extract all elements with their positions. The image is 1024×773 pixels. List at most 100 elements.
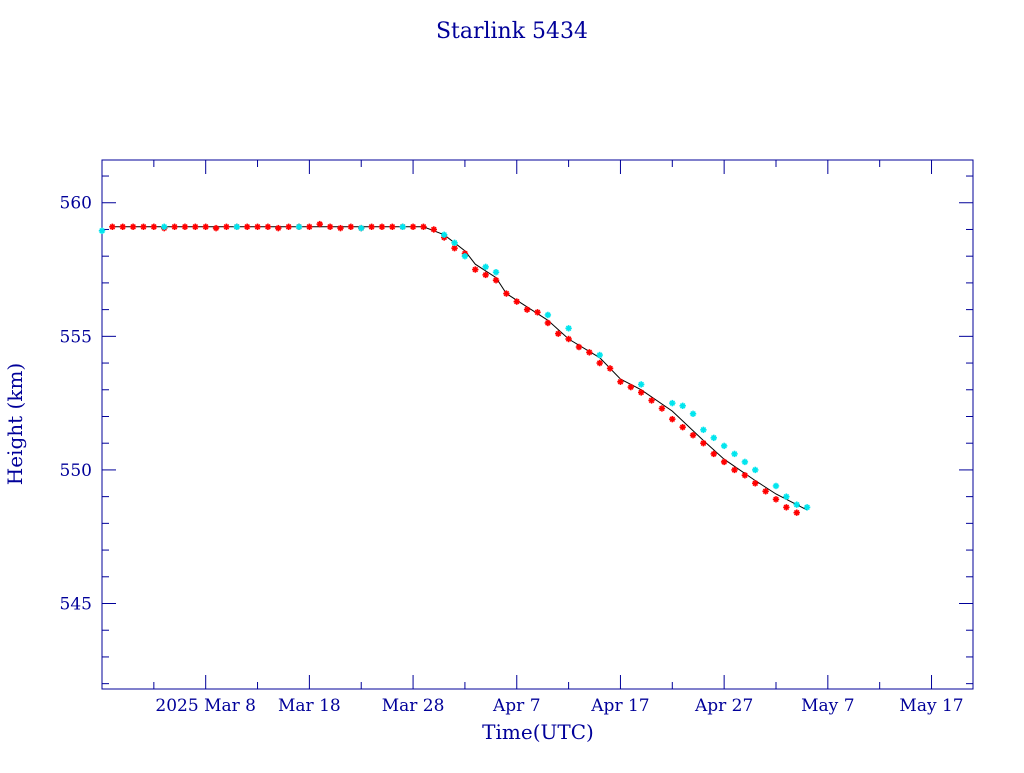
data-point	[503, 290, 510, 297]
data-point	[254, 223, 261, 230]
data-point	[637, 381, 645, 388]
data-point	[358, 224, 365, 232]
data-point	[679, 402, 686, 409]
plot-frame	[101, 159, 974, 690]
data-point	[700, 440, 707, 447]
data-point	[669, 415, 676, 423]
data-point	[129, 223, 137, 230]
data-point	[451, 244, 458, 252]
data-point	[648, 397, 655, 404]
x-tick-label: Mar 18	[278, 696, 341, 716]
y-tick-label: 545	[60, 595, 92, 615]
chart-title: Starlink 5434	[436, 19, 588, 44]
data-point	[741, 472, 749, 479]
series-group	[98, 220, 811, 516]
data-point	[233, 223, 240, 230]
series-2	[98, 223, 811, 511]
y-axis-tick-labels: 545 550 555 560	[60, 194, 92, 615]
data-point	[565, 325, 572, 332]
data-point	[752, 466, 759, 474]
data-point	[192, 223, 199, 230]
data-point	[326, 223, 334, 230]
data-point	[451, 239, 458, 247]
data-point	[409, 223, 417, 230]
data-point	[700, 426, 707, 434]
data-point	[119, 223, 126, 230]
data-point	[689, 410, 697, 418]
x-axis-tick-labels: 2025 Mar 8 Mar 18 Mar 28 Apr 7 Apr 17 Apr 27 M…	[155, 696, 963, 716]
x-tick-label: Apr 17	[590, 696, 649, 716]
data-point	[741, 458, 749, 466]
data-point	[772, 482, 780, 490]
data-point	[731, 466, 738, 474]
data-point	[720, 458, 728, 466]
data-point	[544, 319, 552, 327]
data-point	[710, 434, 717, 442]
data-point	[752, 480, 759, 487]
data-point	[606, 365, 614, 372]
data-point	[617, 378, 624, 385]
data-point	[378, 223, 386, 230]
data-point	[658, 405, 666, 412]
data-point	[544, 311, 552, 319]
x-tick-label: May 7	[801, 696, 854, 716]
data-point	[513, 298, 520, 305]
data-point	[389, 223, 396, 230]
data-point	[295, 223, 303, 230]
data-point	[140, 223, 147, 230]
y-tick-label: 555	[60, 327, 92, 347]
data-point	[793, 501, 800, 508]
data-point	[586, 349, 593, 356]
data-point	[793, 509, 800, 516]
data-point	[347, 223, 355, 230]
data-point	[399, 223, 406, 230]
data-point	[243, 223, 251, 230]
data-point	[783, 504, 790, 511]
data-point	[627, 383, 635, 391]
x-axis-ticks	[101, 160, 933, 689]
data-point	[202, 223, 209, 230]
data-point	[150, 223, 158, 230]
data-point	[689, 431, 697, 439]
data-point	[710, 450, 717, 458]
data-point	[731, 450, 738, 458]
data-point	[430, 226, 438, 233]
x-tick-label: May 17	[899, 696, 963, 716]
data-point	[523, 306, 531, 313]
data-point	[223, 223, 230, 230]
data-point	[171, 223, 178, 230]
data-point	[534, 309, 541, 316]
data-point	[440, 231, 448, 239]
data-point	[285, 223, 292, 230]
data-point	[565, 335, 572, 343]
data-point	[316, 220, 323, 228]
data-point	[637, 389, 645, 396]
data-point	[482, 271, 489, 279]
data-point	[212, 224, 220, 232]
x-tick-label: 2025 Mar 8	[155, 696, 256, 716]
data-point	[596, 359, 603, 367]
data-point	[98, 227, 106, 235]
data-point	[420, 223, 427, 230]
data-point	[472, 266, 479, 273]
y-tick-label: 560	[60, 194, 92, 214]
series-1	[109, 220, 800, 516]
data-point	[762, 488, 769, 495]
data-point	[772, 496, 780, 503]
data-point	[161, 223, 168, 230]
data-point	[803, 504, 811, 511]
data-point	[109, 223, 116, 230]
data-point	[492, 277, 500, 284]
data-point	[669, 399, 676, 407]
data-point	[783, 493, 790, 500]
data-point	[264, 223, 272, 230]
data-point	[306, 223, 313, 230]
x-tick-label: Mar 28	[382, 696, 445, 716]
y-axis-label: Height (km)	[3, 363, 27, 485]
data-point	[482, 263, 489, 271]
data-point	[679, 423, 686, 431]
data-point	[596, 351, 603, 359]
